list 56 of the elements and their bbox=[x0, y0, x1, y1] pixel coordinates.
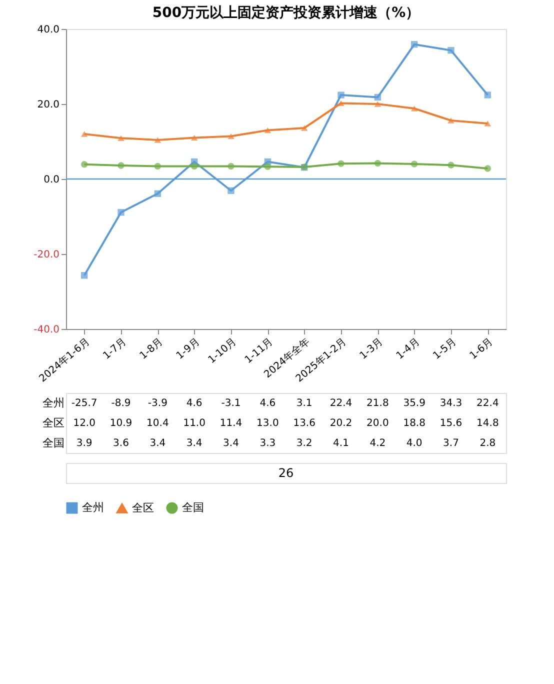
legend-label: 全国 bbox=[182, 501, 204, 514]
x-tick-label: 1-5月 bbox=[431, 336, 459, 362]
y-tick-label: -40.0 bbox=[34, 324, 60, 336]
data-label: 22.4 bbox=[476, 398, 499, 409]
y-tick-label: 40.0 bbox=[37, 24, 60, 36]
data-label: 21.8 bbox=[366, 398, 389, 409]
data-label: 3.1 bbox=[296, 398, 312, 409]
x-tick-label: 1-6月 bbox=[468, 336, 496, 362]
data-label: 35.9 bbox=[403, 398, 426, 409]
legend-label: 全区 bbox=[132, 501, 154, 514]
data-label: 15.6 bbox=[440, 418, 462, 429]
legend-label: 全州 bbox=[82, 501, 104, 514]
data-label: 3.9 bbox=[76, 438, 92, 449]
data-label: 11.4 bbox=[220, 418, 242, 429]
data-label: -8.9 bbox=[111, 398, 131, 409]
data-label: 20.0 bbox=[366, 418, 389, 429]
data-label: 10.9 bbox=[110, 418, 132, 429]
data-label: 20.2 bbox=[330, 418, 352, 429]
data-label: 13.0 bbox=[256, 418, 279, 429]
data-label: 2.8 bbox=[480, 438, 496, 449]
data-label: 3.4 bbox=[223, 438, 239, 449]
data-label: 14.8 bbox=[476, 418, 499, 429]
y-tick-label: 0.0 bbox=[44, 174, 60, 186]
x-tick-label: 1-4月 bbox=[394, 336, 422, 362]
data-label: 3.4 bbox=[186, 438, 202, 449]
data-label: 18.8 bbox=[403, 418, 426, 429]
data-label: 4.2 bbox=[370, 438, 386, 449]
data-label: 3.4 bbox=[150, 438, 166, 449]
x-tick-label: 1-7月 bbox=[101, 336, 129, 362]
data-label: -3.9 bbox=[148, 398, 168, 409]
data-label: 3.2 bbox=[296, 438, 312, 449]
text: 26 bbox=[278, 466, 294, 480]
data-label: 11.0 bbox=[183, 418, 206, 429]
x-tick-label: 1-8月 bbox=[138, 336, 166, 362]
data-label: 4.1 bbox=[333, 438, 349, 449]
data-label: 13.6 bbox=[293, 418, 316, 429]
data-label: 4.0 bbox=[406, 438, 422, 449]
data-label: 3.7 bbox=[443, 438, 459, 449]
data-label: 4.6 bbox=[186, 398, 202, 409]
text: 全区 bbox=[42, 416, 64, 430]
data-label: 34.3 bbox=[440, 398, 462, 409]
x-tick-label: 1-3月 bbox=[358, 336, 386, 362]
data-label: 12.0 bbox=[73, 418, 96, 429]
y-tick-label: -20.0 bbox=[34, 250, 60, 260]
data-label: 22.4 bbox=[330, 398, 352, 409]
data-label: 4.6 bbox=[260, 398, 276, 409]
text: 全国 bbox=[42, 436, 64, 450]
data-label: 10.4 bbox=[146, 418, 169, 429]
data-label: 3.6 bbox=[113, 438, 129, 449]
x-tick-label: 1-9月 bbox=[174, 336, 202, 362]
y-tick-label: 20.0 bbox=[37, 100, 60, 110]
text: 全州 bbox=[42, 396, 64, 410]
chart-title: 500万元以上固定资产投资累计增速（%） bbox=[152, 4, 420, 21]
data-label: -25.7 bbox=[71, 398, 98, 409]
data-label: -3.1 bbox=[221, 398, 241, 409]
data-label: 3.3 bbox=[260, 438, 276, 449]
